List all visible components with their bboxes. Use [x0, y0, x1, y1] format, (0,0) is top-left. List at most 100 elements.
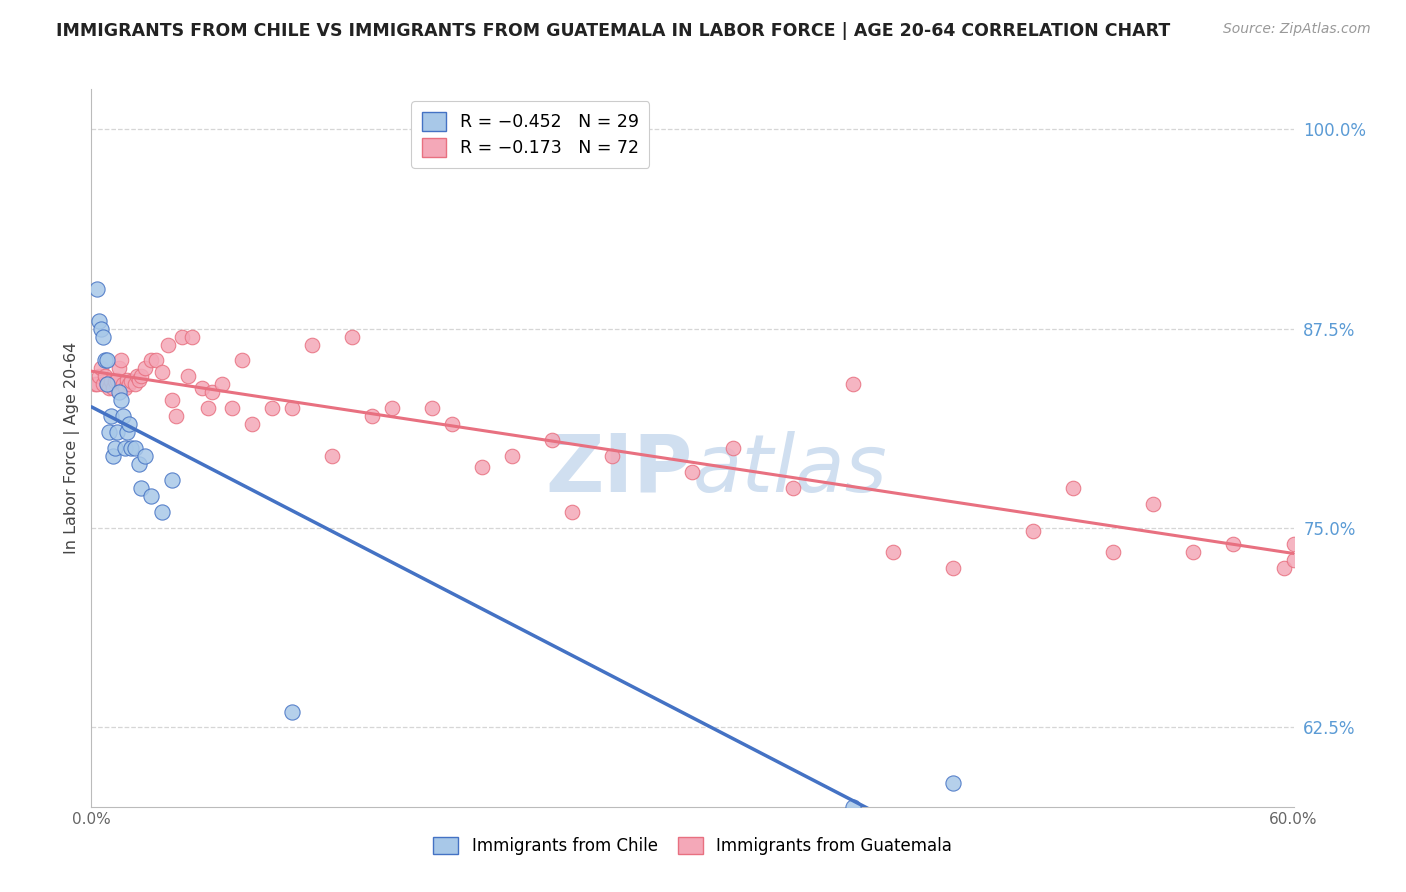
Point	[141, 353, 163, 368]
Point	[103, 381, 125, 395]
Point	[841, 377, 863, 392]
Point	[145, 353, 167, 368]
Point	[281, 705, 304, 719]
Point	[1142, 497, 1164, 511]
Point	[360, 409, 382, 424]
Point	[127, 369, 149, 384]
Point	[86, 377, 108, 392]
Point	[89, 369, 111, 384]
Point	[124, 377, 146, 392]
Point	[118, 417, 141, 432]
Point	[1282, 553, 1305, 567]
Point	[1302, 497, 1324, 511]
Point	[94, 369, 117, 384]
Point	[1062, 481, 1084, 495]
Point	[176, 369, 198, 384]
Point	[108, 385, 131, 400]
Point	[96, 377, 118, 392]
Point	[104, 441, 127, 455]
Point	[1272, 561, 1295, 575]
Point	[117, 425, 139, 440]
Point	[90, 361, 112, 376]
Point	[160, 393, 183, 408]
Point	[221, 401, 243, 416]
Point	[150, 365, 173, 379]
Point	[170, 329, 193, 343]
Point	[128, 373, 150, 387]
Point	[190, 381, 212, 395]
Point	[100, 374, 122, 388]
Point	[94, 353, 117, 368]
Text: IMMIGRANTS FROM CHILE VS IMMIGRANTS FROM GUATEMALA IN LABOR FORCE | AGE 20-64 CO: IMMIGRANTS FROM CHILE VS IMMIGRANTS FROM…	[56, 22, 1170, 40]
Point	[240, 417, 263, 432]
Point	[112, 377, 135, 392]
Point	[281, 401, 304, 416]
Text: Source: ZipAtlas.com: Source: ZipAtlas.com	[1223, 22, 1371, 37]
Point	[121, 374, 143, 388]
Point	[180, 329, 202, 343]
Point	[93, 377, 115, 392]
Point	[501, 449, 523, 463]
Point	[118, 377, 141, 392]
Point	[141, 489, 163, 503]
Point	[114, 441, 136, 455]
Point	[93, 329, 115, 343]
Point	[160, 473, 183, 487]
Point	[201, 385, 224, 400]
Point	[134, 449, 156, 463]
Point	[561, 505, 583, 519]
Point	[301, 337, 323, 351]
Point	[541, 434, 564, 448]
Point	[89, 313, 111, 327]
Point	[131, 481, 153, 495]
Point	[150, 505, 173, 519]
Point	[211, 377, 233, 392]
Point	[321, 449, 343, 463]
Point	[420, 401, 443, 416]
Point	[131, 369, 153, 384]
Point	[440, 417, 463, 432]
Point	[156, 337, 179, 351]
Point	[165, 409, 187, 424]
Point	[1222, 537, 1244, 551]
Point	[107, 425, 129, 440]
Point	[1102, 545, 1125, 559]
Point	[381, 401, 404, 416]
Point	[1343, 572, 1365, 586]
Point	[90, 321, 112, 335]
Point	[1182, 545, 1205, 559]
Point	[471, 460, 494, 475]
Point	[110, 353, 132, 368]
Point	[107, 373, 129, 387]
Point	[98, 381, 121, 395]
Point	[1282, 537, 1305, 551]
Point	[86, 282, 108, 296]
Point	[942, 776, 965, 790]
Y-axis label: In Labor Force | Age 20-64: In Labor Force | Age 20-64	[65, 343, 80, 554]
Point	[882, 545, 904, 559]
Point	[96, 377, 118, 392]
Point	[602, 449, 624, 463]
Point	[100, 409, 122, 424]
Point	[110, 393, 132, 408]
Point	[681, 465, 703, 479]
Point	[104, 374, 127, 388]
Point	[121, 441, 143, 455]
Point	[114, 381, 136, 395]
Point	[112, 409, 135, 424]
Point	[108, 361, 131, 376]
Point	[340, 329, 363, 343]
Legend: Immigrants from Chile, Immigrants from Guatemala: Immigrants from Chile, Immigrants from G…	[426, 830, 959, 862]
Point	[721, 441, 744, 455]
Text: ZIP: ZIP	[546, 431, 692, 508]
Point	[197, 401, 219, 416]
Point	[134, 361, 156, 376]
Point	[117, 373, 139, 387]
Point	[96, 353, 118, 368]
Point	[841, 800, 863, 814]
Text: atlas: atlas	[692, 431, 887, 508]
Point	[124, 441, 146, 455]
Point	[1382, 545, 1405, 559]
Point	[231, 353, 253, 368]
Point	[1022, 524, 1045, 539]
